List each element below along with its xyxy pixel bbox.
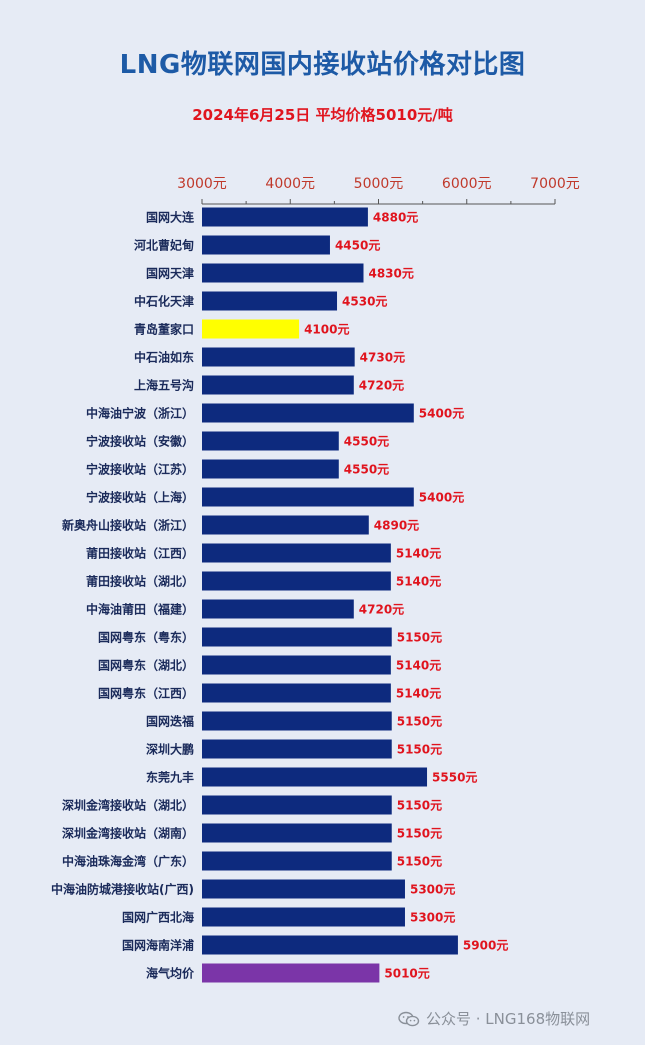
bar xyxy=(202,235,330,255)
bar xyxy=(202,851,392,871)
bar xyxy=(202,515,369,535)
value-label: 5150元 xyxy=(397,743,442,757)
value-label: 5300元 xyxy=(410,911,455,925)
category-label: 中海油防城港接收站(广西) xyxy=(51,882,194,897)
watermark-text: 公众号 · LNG168物联网 xyxy=(426,1010,591,1028)
x-tick-label: 7000元 xyxy=(530,176,580,192)
category-label: 新奥舟山接收站（浙江） xyxy=(62,518,194,533)
value-label: 5140元 xyxy=(396,575,441,589)
category-label: 中石油如东 xyxy=(134,350,194,365)
value-label: 5900元 xyxy=(463,939,508,953)
value-label: 5300元 xyxy=(410,883,455,897)
bar xyxy=(202,683,391,703)
chart-subtitle: 2024年6月25日 平均价格5010元/吨 xyxy=(192,106,453,124)
x-tick-label: 5000元 xyxy=(354,176,404,192)
category-label: 国网天津 xyxy=(146,266,194,281)
category-label: 国网粤东（湖北） xyxy=(98,658,194,673)
value-label: 5150元 xyxy=(397,799,442,813)
bar xyxy=(202,879,405,899)
bar xyxy=(202,767,428,787)
bar xyxy=(202,935,458,955)
bar xyxy=(202,403,414,423)
value-label: 5140元 xyxy=(396,547,441,561)
category-label: 莆田接收站（江西） xyxy=(86,546,194,561)
value-label: 4720元 xyxy=(359,603,404,617)
category-label: 莆田接收站（湖北） xyxy=(86,574,194,589)
value-label: 4720元 xyxy=(359,379,404,393)
value-label: 4550元 xyxy=(344,463,389,477)
bar xyxy=(202,207,368,227)
category-label: 中海油珠海金湾（广东） xyxy=(62,854,194,869)
category-label: 深圳金湾接收站（湖南） xyxy=(62,826,194,841)
bar xyxy=(202,655,391,675)
category-label: 河北曹妃甸 xyxy=(133,238,194,253)
bar xyxy=(202,487,414,507)
category-label: 上海五号沟 xyxy=(134,378,194,393)
bar xyxy=(202,459,339,479)
bar xyxy=(202,319,300,339)
category-label: 国网粤东（粤东） xyxy=(98,630,194,645)
bar xyxy=(202,263,364,283)
category-label: 中石化天津 xyxy=(134,294,194,309)
value-label: 4530元 xyxy=(342,295,387,309)
value-label: 5550元 xyxy=(432,771,477,785)
value-label: 5400元 xyxy=(419,491,464,505)
bar xyxy=(202,599,354,619)
category-label: 国网海南洋浦 xyxy=(122,938,194,953)
category-label: 国网迭福 xyxy=(146,714,194,729)
watermark: 公众号 · LNG168物联网 xyxy=(398,1008,590,1029)
bar xyxy=(202,347,355,367)
value-label: 4830元 xyxy=(368,267,413,281)
bar xyxy=(202,431,339,451)
category-label: 东莞九丰 xyxy=(146,770,194,785)
value-label: 5140元 xyxy=(396,659,441,673)
bar xyxy=(202,963,380,983)
bar xyxy=(202,739,392,759)
value-label: 5150元 xyxy=(397,631,442,645)
value-label: 4100元 xyxy=(304,323,349,337)
value-label: 5150元 xyxy=(397,855,442,869)
category-label: 海气均价 xyxy=(146,966,195,981)
x-tick-label: 4000元 xyxy=(265,176,315,192)
bar xyxy=(202,627,392,647)
category-label: 国网广西北海 xyxy=(122,910,194,925)
x-tick-label: 6000元 xyxy=(442,176,492,192)
category-label: 国网粤东（江西） xyxy=(98,686,194,701)
value-label: 5400元 xyxy=(419,407,464,421)
category-label: 宁波接收站（上海） xyxy=(86,490,194,505)
value-label: 5150元 xyxy=(397,827,442,841)
value-label: 5140元 xyxy=(396,687,441,701)
x-tick-label: 3000元 xyxy=(177,176,227,192)
category-label: 深圳金湾接收站（湖北） xyxy=(62,798,194,813)
value-label: 4880元 xyxy=(373,211,418,225)
value-label: 4730元 xyxy=(360,351,405,365)
bar xyxy=(202,907,405,927)
category-label: 宁波接收站（安徽） xyxy=(86,434,194,449)
bar xyxy=(202,543,391,563)
category-label: 青岛董家口 xyxy=(134,322,194,337)
category-label: 国网大连 xyxy=(146,210,195,225)
value-label: 4550元 xyxy=(344,435,389,449)
bar xyxy=(202,823,392,843)
bar xyxy=(202,375,354,395)
bar xyxy=(202,571,391,591)
value-label: 4450元 xyxy=(335,239,380,253)
category-label: 中海油莆田（福建） xyxy=(86,602,194,617)
bar xyxy=(202,291,338,311)
bar xyxy=(202,795,392,815)
category-label: 深圳大鹏 xyxy=(146,742,194,757)
value-label: 4890元 xyxy=(374,519,419,533)
wechat-icon xyxy=(398,1011,420,1026)
value-label: 5010元 xyxy=(384,967,429,981)
bar xyxy=(202,711,392,731)
category-label: 中海油宁波（浙江） xyxy=(86,406,194,421)
category-label: 宁波接收站（江苏） xyxy=(86,462,194,477)
value-label: 5150元 xyxy=(397,715,442,729)
chart-title: LNG物联网国内接收站价格对比图 xyxy=(119,50,526,80)
